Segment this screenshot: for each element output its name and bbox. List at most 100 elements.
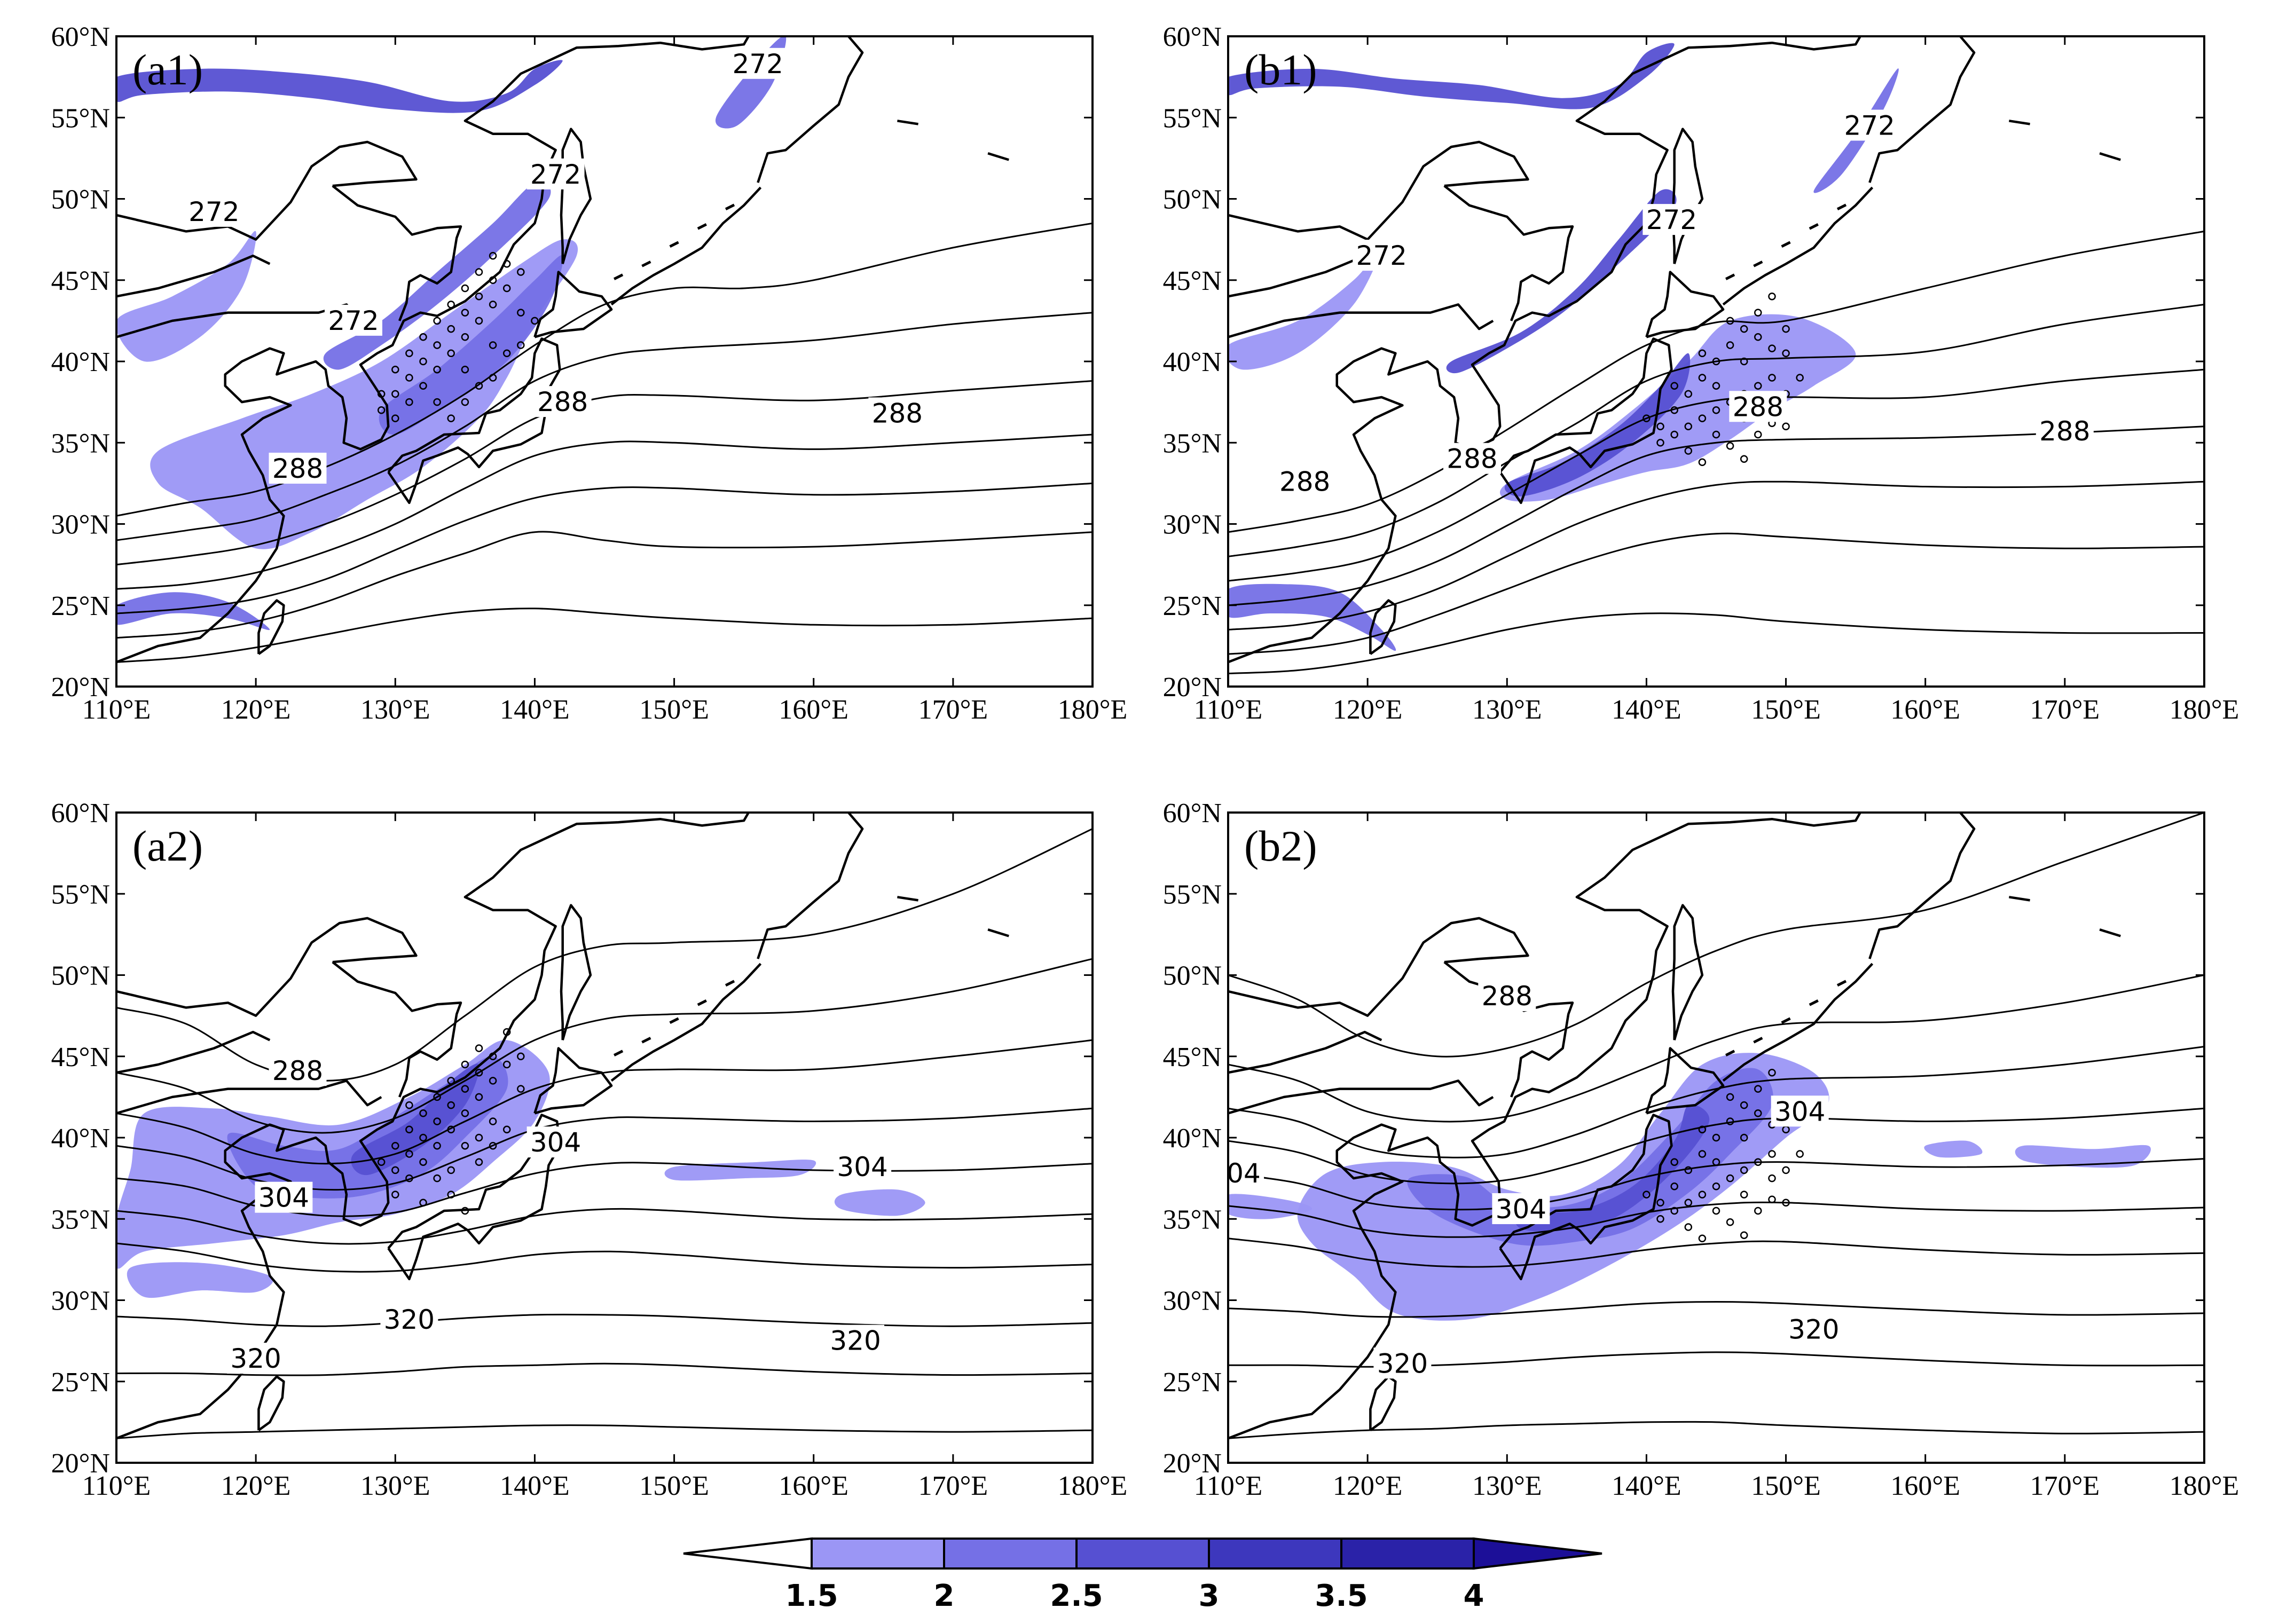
isotherm-line <box>1228 1107 2204 1185</box>
coastline <box>1868 813 1976 959</box>
coastline <box>2099 928 2121 937</box>
station-marker <box>517 1085 525 1093</box>
station-marker <box>475 382 483 390</box>
island-mark <box>613 1050 624 1057</box>
station-marker <box>461 1141 469 1150</box>
isotherm-line <box>116 222 1093 517</box>
island-mark <box>1781 241 1791 248</box>
island-mark <box>1809 223 1819 230</box>
colorbar-segment <box>943 1538 1078 1570</box>
coastline <box>332 185 462 321</box>
y-tick-label: 35°N <box>1163 1204 1222 1235</box>
station-marker <box>1768 1150 1776 1158</box>
station-marker <box>1740 1166 1748 1174</box>
station-marker <box>1656 1199 1664 1207</box>
x-tick-label: 130°E <box>360 695 430 725</box>
station-marker <box>391 365 399 374</box>
contour-label: 272 <box>530 159 581 190</box>
contour-label: 288 <box>1447 444 1497 475</box>
island-mark <box>669 241 679 248</box>
station-marker <box>1726 1218 1734 1226</box>
colorbar-tick-label: 3.5 <box>1315 1579 1368 1613</box>
station-marker <box>461 1207 469 1215</box>
station-marker <box>1782 325 1790 333</box>
x-tick-label: 120°E <box>1333 1471 1403 1501</box>
station-marker <box>1698 1191 1707 1199</box>
contour-label-layer: 272 272 272 272 288 288 288 <box>185 48 926 484</box>
island-mark <box>1809 999 1819 1006</box>
coastline <box>1671 904 1704 1040</box>
isotherm-line <box>1228 1351 2204 1368</box>
contour-label-bg <box>533 386 592 417</box>
plot-area: 272 272 272 288 288 288 288 <box>1228 36 2204 675</box>
station-marker <box>1670 1182 1678 1191</box>
contour-label: 288 <box>272 453 323 484</box>
station-marker <box>502 1028 511 1036</box>
contour-label: 304 <box>530 1127 581 1158</box>
station-marker <box>1768 344 1776 352</box>
x-tick-label: 110°E <box>82 1471 151 1501</box>
station-marker <box>1684 1166 1693 1174</box>
y-tick-label: 25°N <box>1163 591 1222 621</box>
station-marker <box>1726 442 1734 450</box>
y-tick-label: 30°N <box>1163 1286 1222 1316</box>
y-tick-label: 20°N <box>1163 672 1222 703</box>
coastline <box>116 917 418 1017</box>
station-marker <box>475 1133 483 1142</box>
contour-label: 320 <box>1788 1314 1839 1345</box>
isotherm-line <box>116 1424 1093 1439</box>
station-marker <box>1782 1199 1790 1207</box>
station-marker <box>489 1141 497 1150</box>
isotherm-line <box>1228 813 2204 1058</box>
contour-label: 304 <box>258 1182 309 1213</box>
coastline <box>116 1079 382 1115</box>
station-marker <box>419 1133 427 1142</box>
coastline <box>2099 152 2121 161</box>
shaded-region <box>127 1262 273 1298</box>
colorbar-high-extension <box>1473 1537 1602 1570</box>
station-marker <box>377 406 386 414</box>
y-tick-label: 45°N <box>51 266 110 296</box>
station-marker <box>461 365 469 374</box>
isotherm-line <box>116 1313 1093 1327</box>
station-marker <box>405 374 413 382</box>
shaded-region <box>116 60 563 113</box>
station-marker <box>447 1077 455 1085</box>
x-tick-label: 160°E <box>1890 1471 1960 1501</box>
colorbar-tick-label: 1.5 <box>785 1579 838 1613</box>
isotherm-line <box>1228 612 2204 675</box>
y-tick-label: 60°N <box>1163 22 1222 52</box>
contour-label-bg <box>1729 391 1787 422</box>
y-tick-label: 40°N <box>51 1123 110 1154</box>
station-marker <box>447 1125 455 1134</box>
coastline <box>116 1030 271 1074</box>
y-tick-label: 50°N <box>51 961 110 991</box>
coastline <box>757 813 864 959</box>
station-marker <box>1768 1174 1776 1182</box>
isotherm-line <box>116 1242 1093 1273</box>
isotherm-line <box>116 828 1093 1082</box>
isotherm-line <box>1228 1300 2204 1318</box>
station-marker <box>1670 1207 1678 1215</box>
station-marker <box>1754 382 1762 390</box>
coastline <box>1228 917 1529 1017</box>
y-tick-label: 30°N <box>51 1286 110 1316</box>
coastline <box>1645 1047 1725 1115</box>
station-marker <box>1698 458 1707 467</box>
isotherm-line <box>1228 1158 2204 1211</box>
island-mark <box>1753 1037 1763 1044</box>
contour-label: 288 <box>1279 466 1330 497</box>
station-marker <box>1670 406 1678 414</box>
station-marker <box>1768 374 1776 382</box>
x-tick-label: 150°E <box>1751 1471 1821 1501</box>
station-marker <box>1656 1215 1664 1223</box>
isotherm-line <box>1228 974 2204 1123</box>
station-marker <box>1726 317 1734 325</box>
colorbar-segment <box>1340 1538 1475 1570</box>
station-marker <box>461 398 469 406</box>
isotherm-line <box>1228 1046 2204 1158</box>
y-tick-label: 45°N <box>51 1042 110 1073</box>
isotherm-line <box>1228 1237 2204 1268</box>
contour-label-bg <box>185 195 243 227</box>
station-marker <box>447 1191 455 1199</box>
